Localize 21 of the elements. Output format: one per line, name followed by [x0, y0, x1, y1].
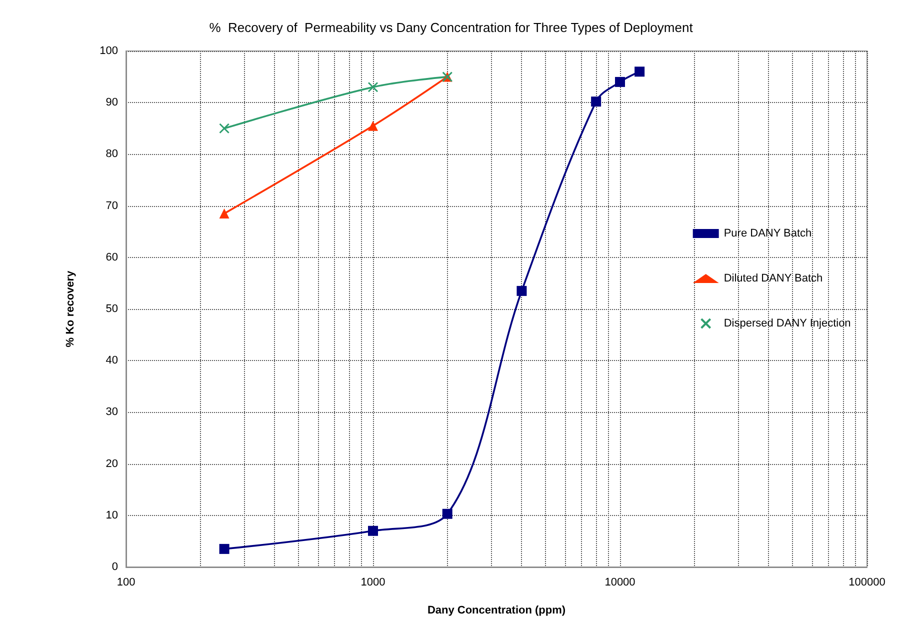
x-tick-label: 100000 [848, 576, 886, 588]
y-tick-label: 30 [106, 406, 118, 418]
x-tick-label: 10000 [604, 576, 636, 588]
y-axis-title: % Ko recovery [64, 270, 76, 348]
legend-label: Pure DANY Batch [724, 228, 812, 240]
y-tick-label: 10 [106, 509, 118, 522]
y-tick-label: 80 [106, 148, 118, 160]
x-tick-label: 100 [116, 576, 136, 588]
y-tick-label: 50 [106, 303, 118, 315]
y-tick-label: 70 [106, 200, 118, 212]
y-tick-label: 90 [106, 96, 118, 109]
y-tick-label: 60 [106, 251, 118, 264]
y-tick-label: 0 [112, 561, 118, 573]
legend-label: Diluted DANY Batch [724, 272, 823, 284]
y-tick-label: 100 [100, 45, 118, 57]
legend-label: Dispersed DANY Injection [724, 318, 851, 330]
x-axis-title: Dany Concentration (ppm) [427, 604, 566, 616]
y-tick-label: 20 [106, 458, 118, 470]
x-tick-label: 1000 [360, 576, 386, 588]
chart-title: % Recovery of Permeability vs Dany Concentration for Three Types of Deployment [209, 20, 694, 35]
y-tick-label: 40 [106, 354, 118, 367]
